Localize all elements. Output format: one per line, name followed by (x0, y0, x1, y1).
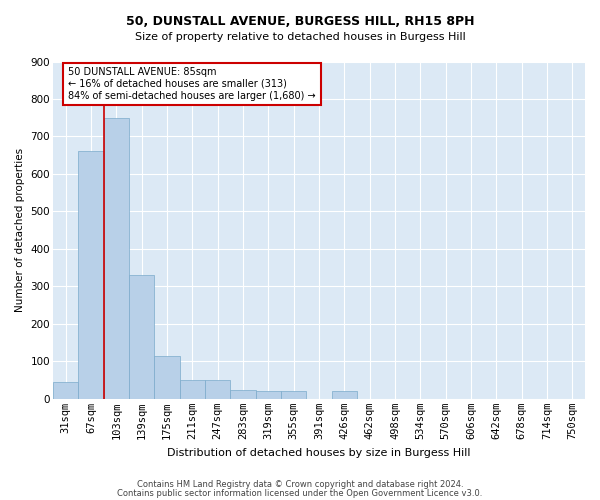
Bar (104, 118, 129, 399)
Bar (179, 380, 205, 399)
Y-axis label: Number of detached properties: Number of detached properties (15, 148, 25, 312)
Bar (230, 390, 256, 399)
Bar (256, 392, 281, 399)
Bar (53, 382, 78, 399)
Bar (78, 152, 104, 399)
Bar (129, 275, 154, 399)
Text: 50 DUNSTALL AVENUE: 85sqm
← 16% of detached houses are smaller (313)
84% of semi: 50 DUNSTALL AVENUE: 85sqm ← 16% of detac… (68, 68, 316, 100)
Text: Contains HM Land Registry data © Crown copyright and database right 2024.: Contains HM Land Registry data © Crown c… (137, 480, 463, 489)
Bar (281, 392, 307, 399)
Text: Contains public sector information licensed under the Open Government Licence v3: Contains public sector information licen… (118, 489, 482, 498)
Bar (154, 356, 179, 399)
Text: Size of property relative to detached houses in Burgess Hill: Size of property relative to detached ho… (134, 32, 466, 42)
Bar (332, 392, 357, 399)
Text: 50, DUNSTALL AVENUE, BURGESS HILL, RH15 8PH: 50, DUNSTALL AVENUE, BURGESS HILL, RH15 … (126, 15, 474, 28)
X-axis label: Distribution of detached houses by size in Burgess Hill: Distribution of detached houses by size … (167, 448, 471, 458)
Bar (205, 380, 230, 399)
